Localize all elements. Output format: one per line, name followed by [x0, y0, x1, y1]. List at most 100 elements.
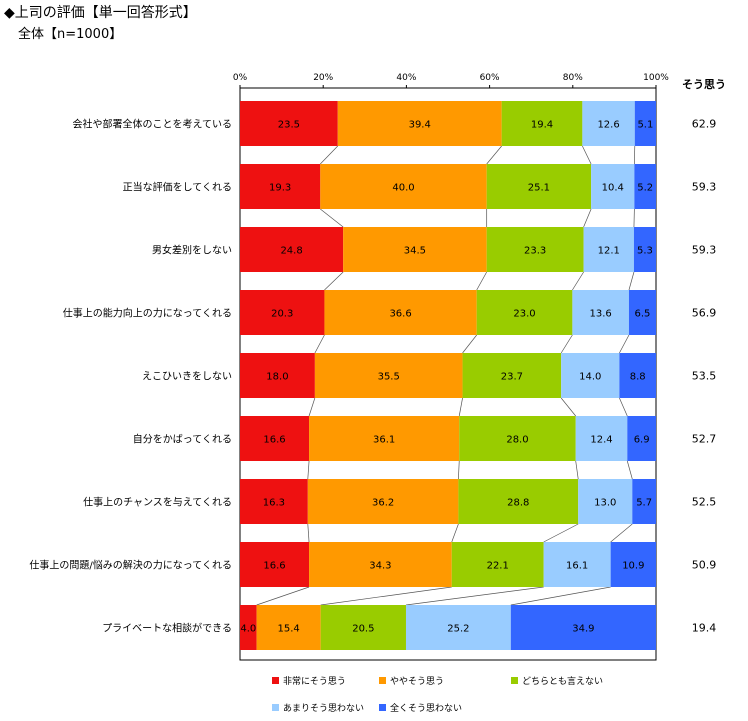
legend-swatch [272, 677, 279, 684]
data-label: 16.6 [263, 435, 285, 446]
bar-segment [634, 164, 656, 209]
data-label: 8.8 [630, 372, 646, 383]
x-tick-label: 20% [313, 73, 333, 83]
data-label: 19.3 [269, 183, 291, 194]
summary-value: 50.9 [692, 559, 717, 572]
x-tick-label: 60% [480, 73, 500, 83]
connector-line [314, 334, 325, 354]
data-label: 23.3 [524, 246, 546, 257]
connector-line [610, 523, 633, 543]
bar-segment [458, 479, 579, 524]
data-label: 5.3 [637, 246, 653, 257]
bar-segment [309, 542, 452, 587]
data-label: 16.1 [566, 561, 588, 572]
bar-segment [476, 290, 573, 335]
data-label: 20.5 [352, 624, 374, 635]
bar-segment [314, 353, 463, 398]
bar-segment [240, 290, 325, 335]
connector-line [619, 334, 630, 354]
connector-line [543, 523, 579, 543]
category-label: 会社や部署全体のことを考えている [73, 118, 233, 131]
bar-segment [320, 605, 406, 650]
category-label: えこひいきをしない [142, 371, 232, 383]
data-label: 23.7 [501, 372, 523, 383]
bar-segment [582, 101, 635, 146]
bar-segment [240, 542, 310, 587]
legend-label: どちらとも言えない [522, 675, 603, 687]
bar-segment [572, 290, 629, 335]
connector-line [307, 460, 310, 480]
x-tick-label: 80% [563, 73, 583, 83]
bar-segment [309, 416, 460, 461]
chart-title: ◆上司の評価【単一回答形式】 [4, 5, 197, 21]
bar-segment [501, 101, 583, 146]
bar-segment [486, 164, 592, 209]
data-label: 18.0 [266, 372, 288, 383]
bar-segment [256, 605, 321, 650]
summary-value: 56.9 [692, 307, 717, 320]
data-label: 10.4 [602, 183, 624, 194]
data-label: 24.8 [280, 246, 302, 257]
data-label: 35.5 [378, 372, 400, 383]
bar-segment [575, 416, 628, 461]
connector-line [486, 145, 502, 165]
bar-segment [240, 416, 310, 461]
summary-value: 59.3 [692, 244, 717, 257]
bar-segment [324, 290, 477, 335]
bar-segment [634, 101, 656, 146]
data-label: 6.9 [634, 435, 650, 446]
connector-line [324, 271, 344, 291]
bar-segment [561, 353, 620, 398]
legend-label: 全くそう思わない [390, 702, 462, 714]
connector-line [572, 271, 584, 291]
data-label: 36.6 [389, 309, 411, 320]
data-label: 25.1 [528, 183, 550, 194]
data-label: 10.9 [622, 561, 644, 572]
chart-subtitle: 全体【n=1000】 [18, 27, 123, 42]
x-tick-label: 0% [233, 73, 248, 83]
category-label: 自分をかばってくれる [133, 433, 232, 446]
data-label: 4.0 [240, 624, 256, 635]
category-label: 仕事上のチャンスを与えてくれる [83, 496, 232, 509]
connector-line [583, 208, 592, 228]
connector-line [308, 397, 316, 417]
bar-segment [632, 479, 656, 524]
connector-line [462, 334, 477, 354]
legend-label: あまりそう思わない [283, 703, 364, 714]
bar-segment [510, 605, 656, 650]
connector-line [320, 586, 452, 606]
data-label: 39.4 [409, 120, 431, 131]
summary-value: 52.5 [692, 496, 717, 509]
summary-value: 19.4 [692, 622, 717, 635]
data-label: 40.0 [392, 183, 414, 194]
connector-line [405, 586, 544, 606]
data-label: 13.0 [594, 498, 616, 509]
bar-segment [627, 416, 656, 461]
bar-segment [628, 290, 656, 335]
legend-swatch [511, 677, 518, 684]
bar-segment [240, 164, 321, 209]
legend-label: 非常にそう思う [283, 675, 346, 687]
category-label: プライベートな相談ができる [102, 622, 232, 635]
connector-line [256, 586, 310, 606]
data-label: 12.1 [598, 246, 620, 257]
bar-segment [240, 227, 344, 272]
connector-line [307, 523, 310, 543]
data-label: 5.7 [636, 498, 652, 509]
connector-line [458, 460, 460, 480]
connector-line [626, 460, 633, 480]
data-label: 14.0 [579, 372, 601, 383]
connector-line [575, 460, 579, 480]
data-label: 34.5 [404, 246, 426, 257]
data-label: 6.5 [635, 309, 651, 320]
data-label: 12.4 [590, 435, 612, 446]
bar-segment [240, 353, 315, 398]
connector-line [451, 523, 459, 543]
legend-swatch [379, 677, 386, 684]
connector-line [458, 397, 463, 417]
bar-segment [578, 479, 633, 524]
data-label: 36.2 [372, 498, 394, 509]
connector-line [628, 271, 635, 291]
data-label: 5.1 [637, 120, 653, 131]
